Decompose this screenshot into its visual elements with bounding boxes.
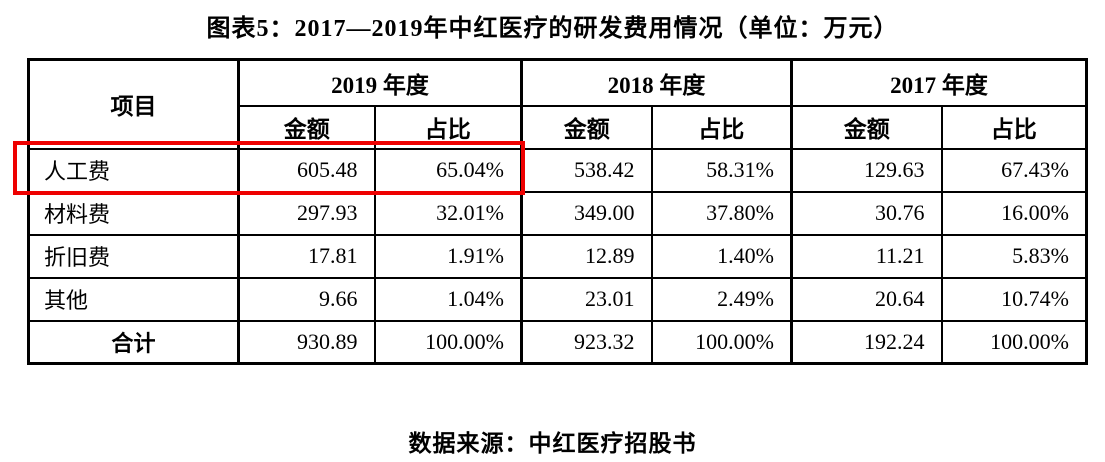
amount-2019: 605.48 xyxy=(237,147,376,193)
item-label: 人工费 xyxy=(27,147,240,193)
amount-2018: 538.42 xyxy=(520,147,653,193)
total-ratio-2018: 100.00% xyxy=(650,319,793,365)
total-label: 合计 xyxy=(27,319,240,365)
item-label: 其他 xyxy=(27,276,240,322)
ratio-2017: 16.00% xyxy=(940,190,1088,236)
amount-header-2017: 金额 xyxy=(790,104,943,150)
header-row-years: 项目 2019 年度 2018 年度 2017 年度 xyxy=(27,58,1088,150)
column-header-item: 项目 xyxy=(27,58,240,150)
ratio-header-2018: 占比 xyxy=(650,104,793,150)
ratio-2018: 2.49% xyxy=(650,276,793,322)
amount-2017: 129.63 xyxy=(790,147,943,193)
table-row-depreciation-cost: 折旧费 17.81 1.91% 12.89 1.40% 11.21 5.83% xyxy=(27,233,1088,279)
amount-2017: 20.64 xyxy=(790,276,943,322)
amount-2017: 11.21 xyxy=(790,233,943,279)
amount-2019: 297.93 xyxy=(237,190,376,236)
header-row-measures: 金额 占比 金额 占比 金额 占比 xyxy=(29,104,1088,150)
ratio-header-2017: 占比 xyxy=(940,104,1088,150)
ratio-2019: 32.01% xyxy=(373,190,523,236)
year-header-2019: 2019 年度 xyxy=(237,58,523,107)
amount-2019: 9.66 xyxy=(237,276,376,322)
amount-header-2018: 金额 xyxy=(520,104,653,150)
table-row-total: 合计 930.89 100.00% 923.32 100.00% 192.24 … xyxy=(27,319,1088,365)
item-label: 折旧费 xyxy=(27,233,240,279)
amount-2019: 17.81 xyxy=(237,233,376,279)
table-row-labor-cost: 人工费 605.48 65.04% 538.42 58.31% 129.63 6… xyxy=(27,147,1088,193)
figure-title: 图表5：2017—2019年中红医疗的研发费用情况（单位：万元） xyxy=(206,16,899,42)
ratio-2019: 65.04% xyxy=(373,147,523,193)
total-amount-2018: 923.32 xyxy=(520,319,653,365)
amount-2018: 12.89 xyxy=(520,233,653,279)
ratio-2018: 37.80% xyxy=(650,190,793,236)
total-ratio-2017: 100.00% xyxy=(940,319,1088,365)
amount-2017: 30.76 xyxy=(790,190,943,236)
year-header-2018: 2018 年度 xyxy=(520,58,793,107)
total-ratio-2019: 100.00% xyxy=(373,319,523,365)
total-amount-2019: 930.89 xyxy=(237,319,376,365)
total-amount-2017: 192.24 xyxy=(790,319,943,365)
ratio-2019: 1.91% xyxy=(373,233,523,279)
table-row-material-cost: 材料费 297.93 32.01% 349.00 37.80% 30.76 16… xyxy=(27,190,1088,236)
amount-2018: 349.00 xyxy=(520,190,653,236)
year-header-2017: 2017 年度 xyxy=(790,58,1088,107)
item-label: 材料费 xyxy=(27,190,240,236)
amount-header-2019: 金额 xyxy=(237,104,376,150)
ratio-2017: 5.83% xyxy=(940,233,1088,279)
ratio-2017: 10.74% xyxy=(940,276,1088,322)
data-source-caption: 数据来源：中红医疗招股书 xyxy=(408,431,697,456)
ratio-2018: 1.40% xyxy=(650,233,793,279)
ratio-2018: 58.31% xyxy=(650,147,793,193)
rd-expense-table: 项目 2019 年度 2018 年度 2017 年度 金额 占比 金额 占比 金… xyxy=(27,58,1088,365)
ratio-2019: 1.04% xyxy=(373,276,523,322)
amount-2018: 23.01 xyxy=(520,276,653,322)
table-row-other-cost: 其他 9.66 1.04% 23.01 2.49% 20.64 10.74% xyxy=(27,276,1088,322)
ratio-header-2019: 占比 xyxy=(373,104,523,150)
ratio-2017: 67.43% xyxy=(940,147,1088,193)
